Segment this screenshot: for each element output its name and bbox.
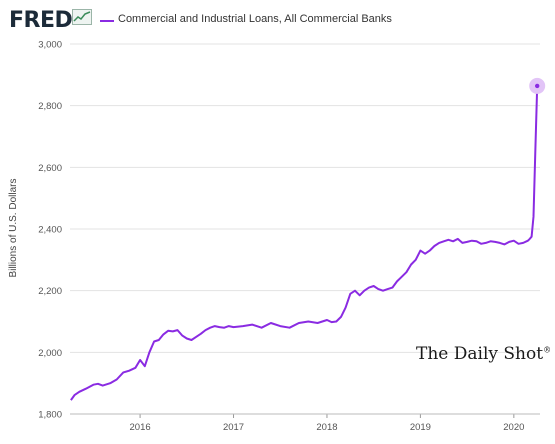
x-tick-label: 2017: [223, 422, 244, 433]
last-point-marker[interactable]: [534, 83, 540, 89]
chart-header: FRED Commercial and Industrial Loans, Al…: [0, 0, 555, 36]
x-tick-label: 2020: [503, 422, 524, 433]
series-line: [70, 85, 539, 401]
daily-shot-watermark: The Daily Shot®: [416, 344, 551, 364]
y-tick-label: 2,800: [38, 101, 62, 112]
x-tick-label: 2019: [410, 422, 431, 433]
y-tick-label: 3,000: [38, 40, 62, 51]
legend-swatch: [100, 20, 114, 22]
y-tick-label: 2,000: [38, 348, 62, 359]
y-tick-labels: 1,800 2,000 2,200 2,400 2,600 2,800 3,000: [38, 40, 62, 421]
y-axis-title: Billions of U.S. Dollars: [8, 179, 19, 278]
fred-logo: FRED: [9, 8, 73, 33]
x-tick-label: 2018: [316, 422, 337, 433]
y-tick-label: 2,600: [38, 163, 62, 174]
y-tick-label: 2,400: [38, 225, 62, 236]
y-tick-label: 1,800: [38, 410, 62, 421]
y-tick-label: 2,200: [38, 286, 62, 297]
x-tick-labels: 2016 2017 2018 2019 2020: [130, 414, 524, 433]
x-tick-label: 2016: [130, 422, 151, 433]
line-chart-icon: [72, 9, 92, 25]
watermark-text: The Daily Shot: [416, 344, 544, 364]
watermark-registered-mark: ®: [543, 345, 552, 355]
legend-label: Commercial and Industrial Loans, All Com…: [118, 13, 392, 25]
